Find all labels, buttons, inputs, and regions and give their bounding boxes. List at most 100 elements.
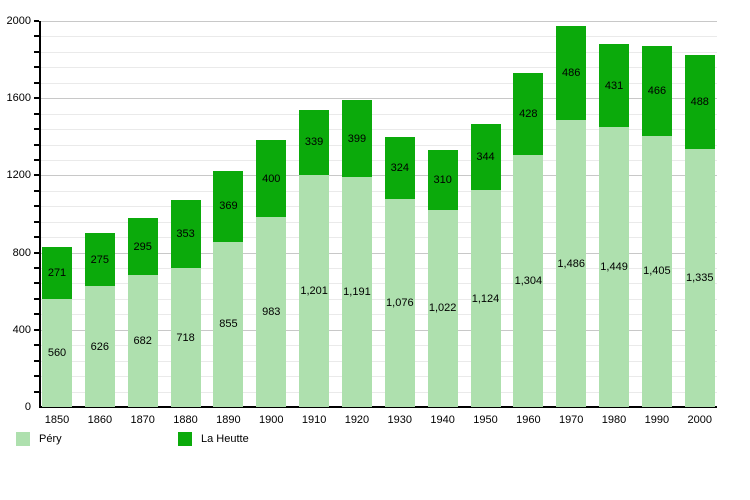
bar-segment-la-heutte	[42, 246, 72, 299]
minor-gridline	[39, 360, 717, 362]
y-axis-tick	[34, 344, 39, 347]
bar-value-label-pery: 1,191	[343, 286, 371, 299]
y-axis-tick	[34, 251, 39, 254]
x-axis-label: 1970	[558, 414, 584, 426]
minor-gridline	[39, 314, 717, 316]
pery-color-swatch	[16, 432, 30, 446]
y-axis-tick	[34, 205, 39, 208]
y-axis-tick	[34, 189, 39, 192]
bar-value-label-la-heutte: 310	[433, 173, 452, 186]
y-axis-tick	[34, 97, 39, 100]
y-axis-tick	[34, 81, 39, 84]
bar-segment-la-heutte	[213, 170, 244, 242]
bar-segment-la-heutte	[427, 149, 458, 210]
y-axis-tick	[34, 220, 39, 223]
bar-segment-la-heutte	[641, 45, 672, 136]
bar-segment-la-heutte	[684, 55, 715, 150]
bar-segment-la-heutte	[127, 218, 158, 276]
major-gridline	[39, 329, 717, 331]
x-axis-label: 1960	[516, 414, 541, 426]
y-axis-label: 800	[12, 246, 31, 259]
major-gridline	[39, 21, 717, 22]
x-axis-label: 1910	[301, 414, 327, 426]
major-gridline	[39, 98, 717, 100]
bar-segment-pery	[299, 175, 330, 407]
la-heutte-color-swatch	[178, 432, 192, 446]
minor-gridline	[39, 144, 717, 146]
bar-value-label-pery: 1,449	[600, 261, 628, 274]
minor-gridline	[39, 159, 717, 161]
minor-gridline	[39, 237, 717, 239]
bar-value-label-la-heutte: 271	[47, 266, 67, 279]
y-axis-tick	[34, 267, 39, 270]
major-gridline	[39, 252, 717, 254]
minor-gridline	[39, 129, 717, 131]
bar-value-label-pery: 626	[90, 340, 110, 353]
minor-gridline	[39, 376, 717, 378]
bar-value-label-la-heutte: 466	[647, 84, 667, 97]
minor-gridline	[39, 391, 717, 393]
minor-gridline	[39, 36, 717, 38]
bar-value-label-pery: 1,076	[386, 297, 414, 310]
minor-gridline	[39, 82, 717, 84]
x-axis-label: 1870	[130, 414, 155, 426]
bar-value-label-la-heutte: 344	[476, 150, 495, 163]
bar-value-label-la-heutte: 324	[390, 162, 409, 175]
bar-segment-la-heutte	[384, 136, 415, 200]
y-axis-line	[39, 21, 41, 408]
y-axis-tick	[34, 236, 39, 239]
bar-segment-pery	[427, 209, 458, 407]
bar-value-label-pery: 682	[133, 335, 152, 348]
bar-value-label-pery: 983	[262, 306, 281, 319]
bar-segment-pery	[84, 286, 115, 407]
bar-value-label-pery: 1,022	[428, 302, 457, 315]
y-axis-label: 2000	[6, 15, 31, 27]
bar-value-label-la-heutte: 295	[133, 240, 152, 253]
bar-segment-pery	[127, 275, 158, 407]
bar-value-label-pery: 1,124	[471, 292, 500, 305]
bar-value-label-pery: 718	[176, 331, 195, 344]
bar-value-label-la-heutte: 399	[347, 132, 367, 145]
x-axis-label: 1890	[216, 414, 241, 426]
bar-value-label-la-heutte: 400	[262, 172, 281, 185]
bar-value-label-pery: 1,335	[685, 272, 714, 285]
y-axis-tick	[34, 328, 39, 331]
minor-gridline	[39, 113, 717, 115]
x-axis-label: 1940	[430, 414, 455, 426]
legend-label-la-heutte: La Heutte	[201, 433, 249, 445]
minor-gridline	[39, 206, 717, 208]
y-axis-tick	[34, 66, 39, 69]
y-axis-tick	[34, 359, 39, 362]
y-axis-tick	[34, 158, 39, 161]
bar-value-label-la-heutte: 431	[604, 79, 624, 92]
y-axis-tick	[34, 297, 39, 300]
bar-value-label-pery: 560	[47, 346, 67, 359]
bar-value-label-pery: 855	[219, 318, 238, 331]
minor-gridline	[39, 268, 717, 270]
legend-label-pery: Péry	[39, 433, 62, 445]
minor-gridline	[39, 67, 717, 69]
y-axis-tick	[34, 375, 39, 378]
bar-value-label-la-heutte: 369	[219, 200, 238, 213]
x-axis-label: 1920	[344, 414, 370, 426]
x-axis-label: 1950	[473, 414, 498, 426]
bar-segment-pery	[170, 268, 201, 407]
bar-segment-la-heutte	[299, 109, 330, 176]
bar-segment-pery	[341, 177, 372, 407]
bar-segment-pery	[513, 155, 544, 407]
y-axis-tick	[34, 174, 39, 177]
legend-item-pery: Péry	[16, 432, 62, 446]
bar-segment-pery	[384, 199, 415, 407]
bar-segment-la-heutte	[84, 233, 115, 287]
y-axis-label: 1600	[6, 92, 31, 105]
bar-segment-pery	[684, 149, 715, 407]
bar-value-label-la-heutte: 488	[690, 96, 709, 109]
bar-segment-pery	[256, 217, 287, 407]
bar-segment-la-heutte	[256, 140, 287, 218]
bar-segment-la-heutte	[170, 200, 201, 269]
bar-value-label-pery: 1,486	[557, 257, 585, 270]
minor-gridline	[39, 190, 717, 192]
bar-segment-la-heutte	[341, 100, 372, 178]
bar-value-label-la-heutte: 486	[562, 67, 581, 80]
